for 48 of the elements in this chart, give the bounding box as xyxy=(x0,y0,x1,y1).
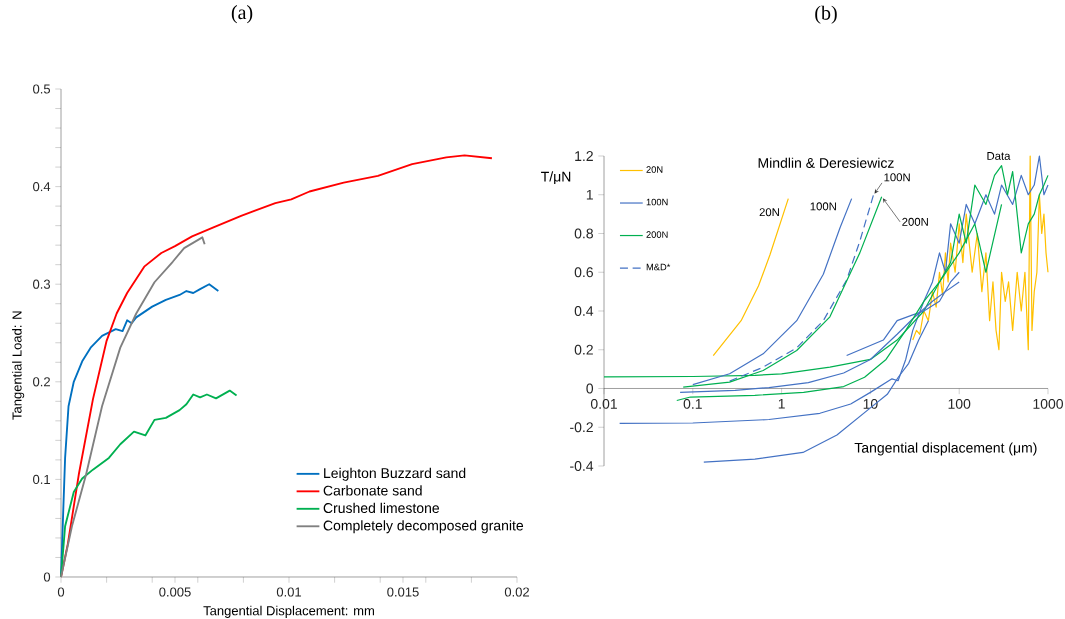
line-series xyxy=(60,389,238,578)
y-tick-label: 0.5 xyxy=(33,84,51,94)
legend-label: Leighton Buzzard sand xyxy=(324,467,466,481)
legend-label: Completely decomposed granite xyxy=(323,520,524,534)
y-tick-label: 1.2 xyxy=(575,151,593,161)
y-tick-label: -0.2 xyxy=(570,422,593,433)
annotation: Data xyxy=(987,152,1011,160)
legend-label: Crushed limestone xyxy=(323,502,440,514)
y-tick-label: 0.2 xyxy=(33,377,50,387)
annotation: 100N xyxy=(810,202,836,211)
annotation: 100N xyxy=(884,173,910,182)
y-tick-label: 0 xyxy=(586,383,594,394)
y-tick-label: 0.4 xyxy=(574,306,594,316)
annotation: Mindlin & Deresiewicz xyxy=(758,157,894,168)
y-tick-label: 0 xyxy=(43,572,51,582)
annotation: 200N xyxy=(902,217,928,226)
x-tick-label: 0.01 xyxy=(276,587,302,597)
y-tick-label: 0.2 xyxy=(574,344,593,355)
y-tick-label: 1 xyxy=(586,189,593,200)
x-tick-label: 0.015 xyxy=(387,587,419,597)
y-tick-label: 0.4 xyxy=(33,182,51,192)
line-series xyxy=(60,236,206,578)
legend-label: 200N xyxy=(646,231,668,238)
x-tick-label: 100 xyxy=(948,398,971,409)
x-tick-label: 10 xyxy=(863,398,878,409)
x-axis-title: Tangential displacement (μm) xyxy=(854,442,1037,456)
y-axis-title: Tangential Load: N xyxy=(12,311,25,420)
x-tick-label: 1 xyxy=(778,398,785,409)
x-tick-label: 0.02 xyxy=(504,587,530,597)
x-tick-label: 0 xyxy=(57,587,65,597)
legend-label: M&D* xyxy=(646,263,671,271)
y-tick-label: 0.1 xyxy=(33,474,50,484)
legend-label: Carbonate sand xyxy=(323,485,422,496)
chart-title: (b) xyxy=(815,5,837,24)
y-tick-label: 0.3 xyxy=(33,279,51,289)
legend-label: 100N xyxy=(646,198,668,206)
y-tick-label: -0.4 xyxy=(570,461,594,471)
y-axis-title: T/μN xyxy=(541,171,571,185)
legend-label: 20N xyxy=(646,166,663,173)
y-tick-label: 0.8 xyxy=(574,228,593,239)
annotation: 20N xyxy=(759,208,779,217)
x-tick-label: 0.01 xyxy=(590,398,617,409)
x-tick-label: 1000 xyxy=(1033,398,1064,409)
y-tick-label: 0.6 xyxy=(574,267,593,278)
x-tick-label: 0.1 xyxy=(683,398,702,409)
x-tick-label: 0.005 xyxy=(159,587,191,597)
x-axis-title: Tangential Displacement: mm xyxy=(203,605,374,618)
chart-title: (a) xyxy=(231,5,253,24)
